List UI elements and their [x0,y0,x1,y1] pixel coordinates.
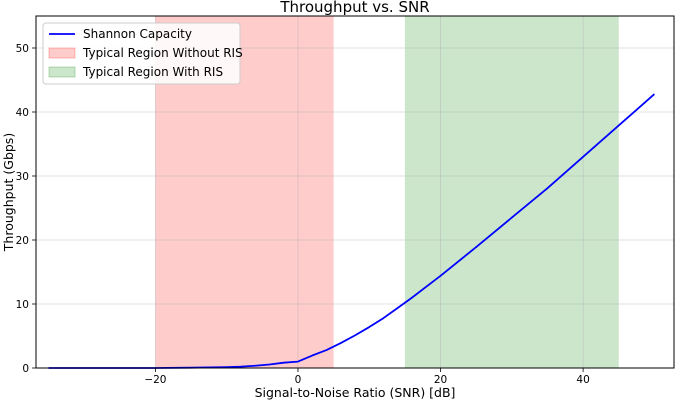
y-tick-label: 50 [16,43,29,55]
x-tick-label: 40 [576,374,589,386]
series-line-shannon-capacity [48,93,655,369]
y-tick-label: 40 [16,107,29,119]
y-axis-ticks: 0 10 20 30 40 50 [16,43,36,375]
plot-frame [35,15,675,369]
y-tick-label: 0 [22,363,29,375]
series-lines [48,93,655,369]
legend: Shannon Capacity Typical Region Without R… [42,22,243,85]
x-axis-ticks: −20 0 20 40 [144,368,590,386]
y-tick-label: 20 [16,235,29,247]
legend-entry-with-ris: Typical Region With RIS [82,65,223,79]
y-tick-label: 10 [16,299,29,311]
x-tick-label: 20 [434,374,447,386]
legend-swatch-patch [48,66,76,78]
x-axis-label: Signal-to-Noise Ratio (SNR) [dB] [255,385,456,400]
x-tick-label: −20 [144,374,166,386]
y-axis-label: Throughput (Gbps) [1,133,16,252]
legend-entry-without-ris: Typical Region Without RIS [82,46,243,60]
region-with-ris [404,16,619,368]
legend-swatch-patch [48,47,76,59]
y-tick-label: 30 [16,171,29,183]
chart-title: Throughput vs. SNR [279,0,429,16]
legend-box [42,22,241,85]
x-tick-label: 0 [295,374,302,386]
legend-entry-shannon-capacity: Shannon Capacity [83,27,192,41]
